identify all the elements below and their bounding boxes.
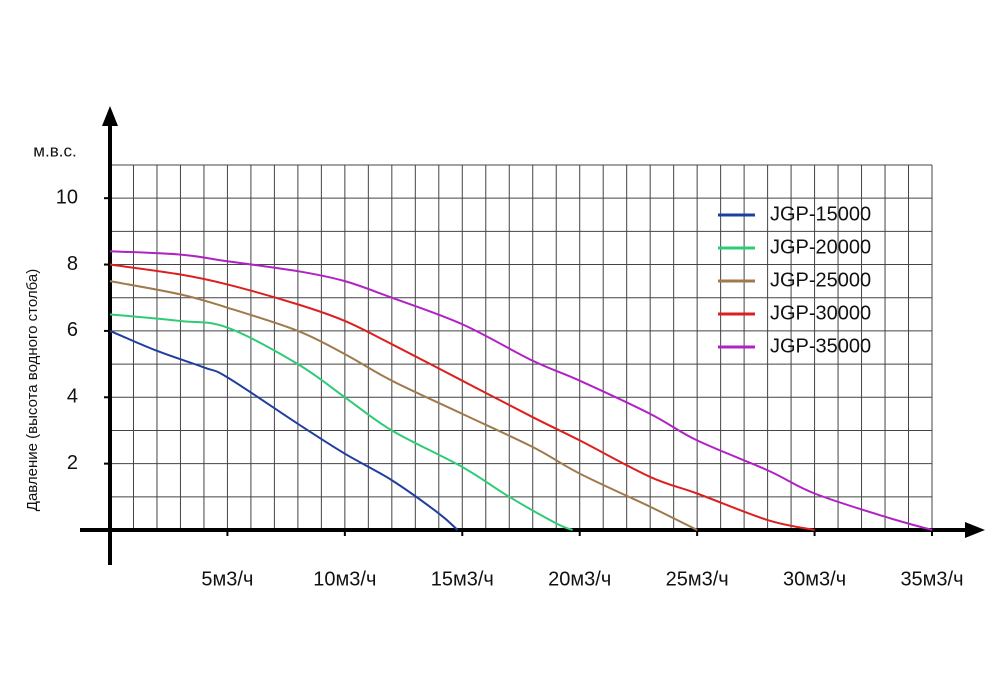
x-tick-label: 15м3/ч (431, 568, 494, 590)
series-line (109, 250, 933, 531)
x-tick-label: 30м3/ч (783, 568, 846, 590)
x-tick-label: 20м3/ч (548, 568, 611, 590)
x-tick-label: 35м3/ч (900, 568, 963, 590)
legend-label: JGP-25000 (770, 269, 871, 291)
x-tick-label: 10м3/ч (313, 568, 376, 590)
x-tick-label: 25м3/ч (666, 568, 729, 590)
y-tick-label: 8 (67, 253, 78, 275)
series-line (109, 263, 815, 531)
legend-label: JGP-20000 (770, 236, 871, 258)
x-tick-label: 5м3/ч (201, 568, 253, 590)
series-line (109, 313, 574, 531)
y-tick-label: 4 (67, 386, 78, 408)
y-tick-label: 10 (56, 186, 78, 208)
y-axis-arrow (102, 106, 118, 126)
y-tick-label: 6 (67, 319, 78, 341)
y-axis-title: Давление (высота водного столба) (24, 269, 41, 511)
legend-label: JGP-35000 (770, 335, 871, 357)
x-axis-arrow (965, 522, 985, 538)
series-line (109, 280, 698, 531)
series-line (109, 329, 459, 531)
y-tick-label: 2 (67, 452, 78, 474)
y-unit: м.в.с. (33, 141, 76, 160)
legend-label: JGP-30000 (770, 302, 871, 324)
legend-label: JGP-15000 (770, 203, 871, 225)
